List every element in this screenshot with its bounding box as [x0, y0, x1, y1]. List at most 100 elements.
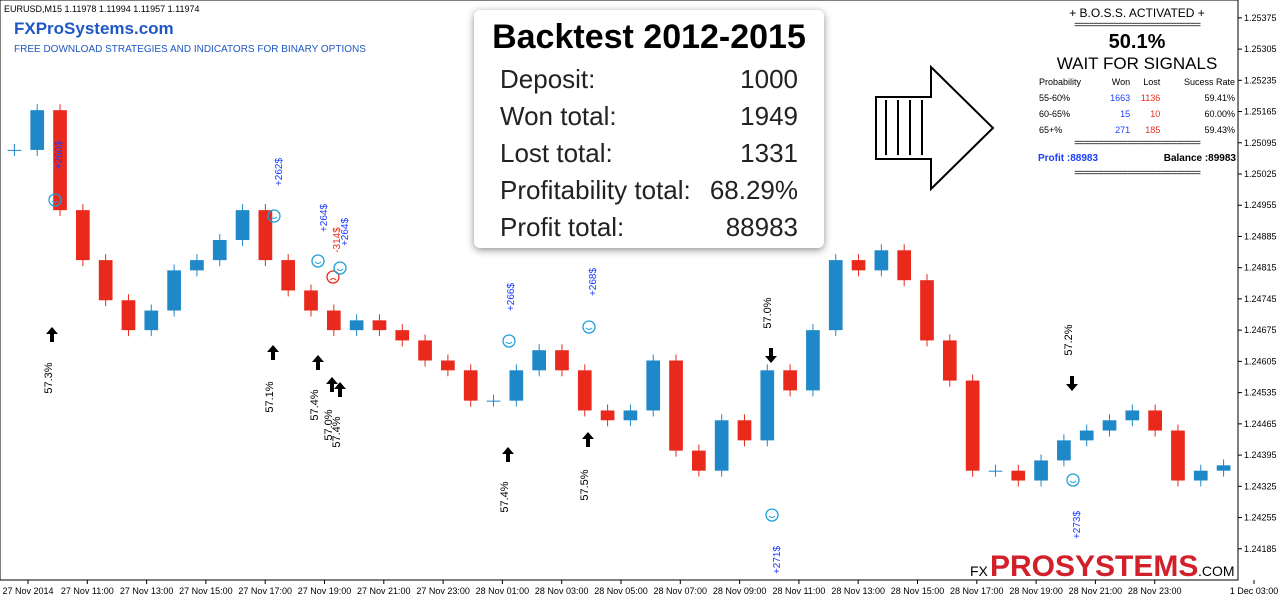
y-tick-label: 1.25025: [1244, 169, 1277, 179]
candle: [1079, 430, 1094, 441]
x-tick-label: 27 Nov 2014: [2, 586, 53, 596]
balance: Balance :89983: [1163, 153, 1236, 164]
candle: [167, 270, 181, 311]
result-face: [270, 216, 278, 219]
y-tick-label: 1.24675: [1244, 325, 1277, 335]
profit: Profit :88983: [1038, 153, 1099, 164]
y-tick-label: 1.24535: [1244, 388, 1277, 398]
table-cell: 1136: [1140, 93, 1161, 103]
x-tick-label: 28 Nov 13:00: [831, 586, 885, 596]
row-value: 88983: [725, 212, 798, 242]
backtest-row: Profit total: 88983: [474, 209, 824, 246]
candle: [144, 310, 159, 331]
signal-probability: 57.0%: [762, 297, 774, 328]
boss-panel: + B.O.S.S. ACTIVATED + =================…: [1038, 6, 1236, 179]
candle: [714, 420, 729, 471]
x-tick-label: 28 Nov 15:00: [891, 586, 945, 596]
candle: [1011, 470, 1026, 481]
candle: [1102, 420, 1117, 431]
signal-result: +264$: [319, 204, 330, 233]
x-tick-label: 28 Nov 07:00: [654, 586, 708, 596]
symbol-line: EURUSD,M15 1.11978 1.11994 1.11957 1.119…: [4, 4, 199, 14]
panel-table: Probability Won Lost Sucess Rate 55-60% 1663 1…: [1038, 74, 1236, 138]
table-cell: 185: [1145, 125, 1161, 135]
arrow-bars: [885, 100, 923, 155]
candle: [1216, 465, 1231, 471]
candle: [30, 110, 45, 150]
logo-main: PROSYSTEMS: [990, 550, 1198, 583]
signal-arrow: [765, 348, 777, 363]
candle: [532, 350, 546, 371]
candle: [258, 210, 273, 261]
candle: [897, 250, 912, 281]
site: FXProSystems.com: [14, 19, 174, 38]
x-tick-label: 28 Nov 21:00: [1069, 586, 1123, 596]
candle: [7, 149, 22, 151]
signal-result: +268$: [588, 268, 599, 297]
candle: [760, 370, 775, 441]
y-tick-label: 1.25165: [1244, 107, 1277, 117]
signal-result: +262$: [274, 158, 285, 187]
row-label: Won total:: [500, 101, 617, 131]
candle: [692, 450, 706, 471]
candle: [281, 260, 296, 291]
candle: [920, 280, 934, 341]
y-tick-label: 1.25235: [1244, 75, 1277, 85]
candle: [1057, 440, 1071, 461]
result-face: [1069, 480, 1077, 483]
table-cell: 271: [1115, 125, 1131, 135]
signal-probability: 57.2%: [1063, 324, 1075, 355]
candle: [623, 410, 638, 421]
candle: [1148, 410, 1162, 431]
result-icon: [502, 334, 516, 348]
result-face: [336, 268, 344, 271]
candle: [121, 300, 136, 331]
result-face: [505, 341, 513, 344]
result-icon: [1066, 473, 1080, 487]
candle: [783, 370, 797, 391]
signal-probability: 57.3%: [43, 362, 55, 393]
table-cell: 59.43%: [1204, 125, 1235, 135]
result-icon: [765, 508, 779, 522]
candle: [669, 360, 683, 451]
candle: [965, 380, 980, 471]
row-value: 68.29%: [709, 175, 798, 205]
backtest-title: Backtest 2012-2015: [492, 18, 806, 56]
x-tick-label: 27 Nov 11:00: [61, 586, 114, 596]
table-cell: 10: [1150, 109, 1161, 119]
y-tick-label: 1.25305: [1244, 44, 1277, 54]
signal-result: +260$: [54, 141, 65, 170]
result-face: [51, 200, 59, 203]
signal-result: +266$: [506, 283, 517, 312]
y-tick-label: 1.24395: [1244, 450, 1277, 460]
result-icon: [311, 254, 325, 268]
candle: [463, 370, 478, 401]
candle: [737, 420, 752, 441]
x-tick-label: 28 Nov 23:00: [1128, 586, 1182, 596]
panel-title: + B.O.S.S. ACTIVATED +: [1069, 6, 1205, 20]
candle: [1171, 430, 1185, 481]
candle: [577, 370, 592, 411]
x-tick-label: 28 Nov 19:00: [1009, 586, 1063, 596]
row-value: 1949: [740, 101, 798, 131]
candle: [828, 260, 843, 331]
candle: [235, 210, 250, 241]
table-cell: 15: [1120, 109, 1131, 119]
logo: FX PROSYSTEMS .COM: [970, 550, 1235, 583]
signal-probability: 57.0%: [323, 409, 335, 440]
y-tick-label: 1.25375: [1244, 13, 1277, 23]
candle: [418, 340, 432, 361]
signal-arrow: [46, 327, 58, 342]
y-tick-label: 1.24745: [1244, 294, 1277, 304]
candle: [212, 240, 227, 261]
row-label: Profitability total:: [500, 175, 691, 205]
table-row: 55-60% 1663 1136 59.41%: [1038, 90, 1236, 106]
signal-result: -314$: [332, 227, 343, 253]
candle: [646, 360, 661, 411]
result-face: [314, 261, 322, 264]
table-row: 65+% 271 185 59.43%: [1038, 122, 1236, 138]
y-tick-label: 1.24255: [1244, 513, 1277, 523]
tagline: FREE DOWNLOAD STRATEGIES AND INDICATORS …: [14, 44, 366, 55]
plot-frame: [0, 0, 1239, 581]
